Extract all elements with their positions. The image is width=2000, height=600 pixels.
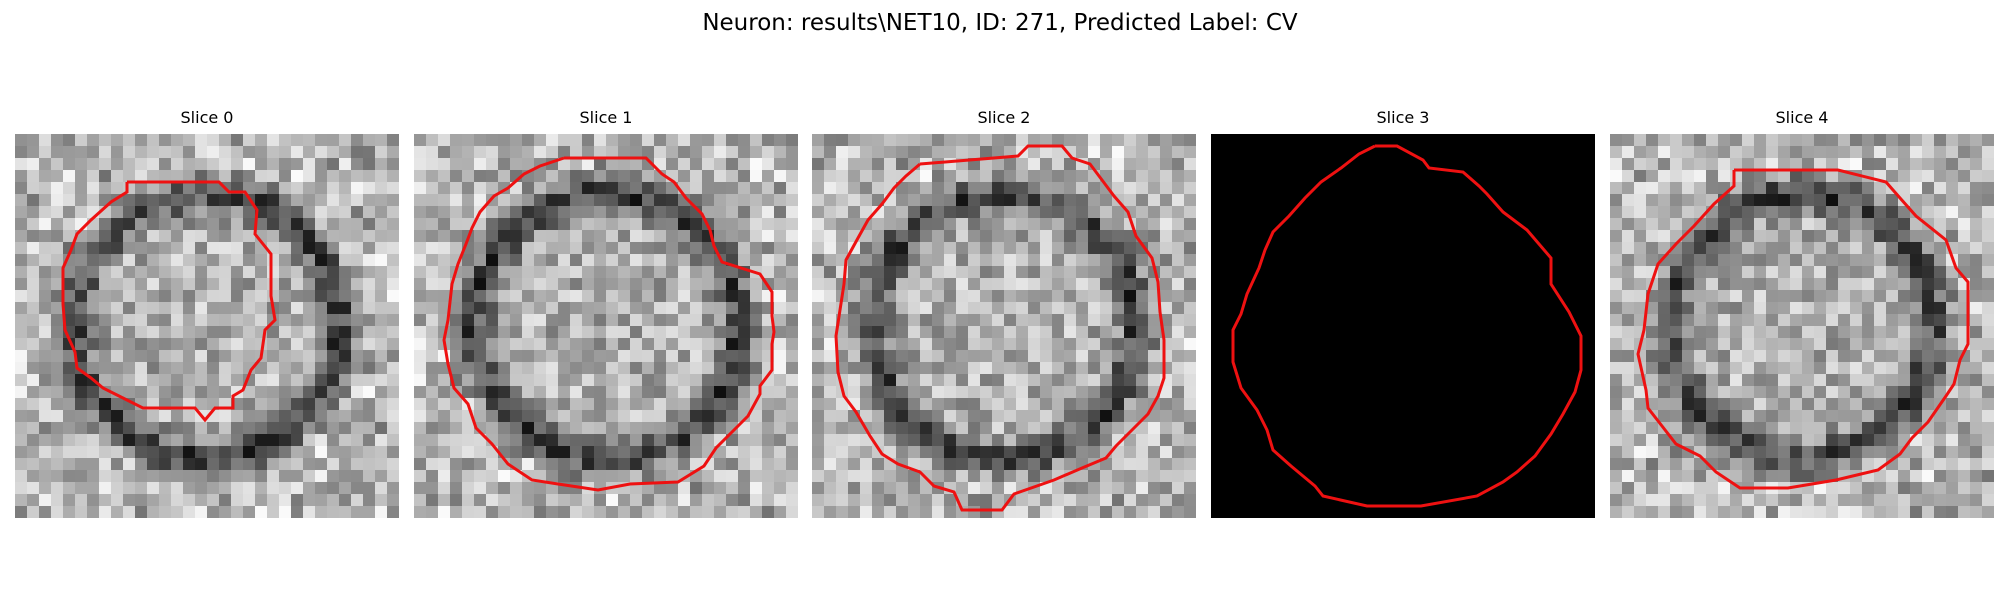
slice-image-pixels xyxy=(1610,134,1994,518)
slice-title: Slice 1 xyxy=(579,108,633,127)
slice-image xyxy=(414,134,798,518)
slice-panel: Slice 2 xyxy=(812,108,1196,518)
slice-image-pixels xyxy=(414,134,798,518)
neuron-contour-overlay xyxy=(1636,168,1970,490)
slice-image-pixels xyxy=(1211,134,1595,518)
neuron-contour-overlay xyxy=(61,180,277,423)
slice-panel: Slice 0 xyxy=(15,108,399,518)
slice-panel: Slice 4 xyxy=(1610,108,1994,518)
slice-title: Slice 0 xyxy=(180,108,234,127)
slice-title: Slice 4 xyxy=(1775,108,1829,127)
slice-image xyxy=(812,134,1196,518)
neuron-contour xyxy=(1636,168,1970,490)
slice-image xyxy=(15,134,399,518)
neuron-contour xyxy=(834,144,1166,512)
slice-panel: Slice 3 xyxy=(1211,108,1595,518)
neuron-contour xyxy=(1231,144,1583,508)
slice-image-pixels xyxy=(812,134,1196,518)
slice-panel: Slice 1 xyxy=(414,108,798,518)
neuron-contour-overlay xyxy=(442,156,776,492)
neuron-contour-overlay xyxy=(834,144,1166,512)
slice-title: Slice 3 xyxy=(1376,108,1430,127)
slice-image xyxy=(1211,134,1595,518)
neuron-contour xyxy=(61,180,277,423)
slice-image-pixels xyxy=(15,134,399,518)
figure-title: Neuron: results\NET10, ID: 271, Predicte… xyxy=(702,10,1298,36)
neuron-contour xyxy=(442,156,776,492)
slice-title: Slice 2 xyxy=(977,108,1031,127)
neuron-contour-overlay xyxy=(1231,144,1583,508)
slice-image xyxy=(1610,134,1994,518)
